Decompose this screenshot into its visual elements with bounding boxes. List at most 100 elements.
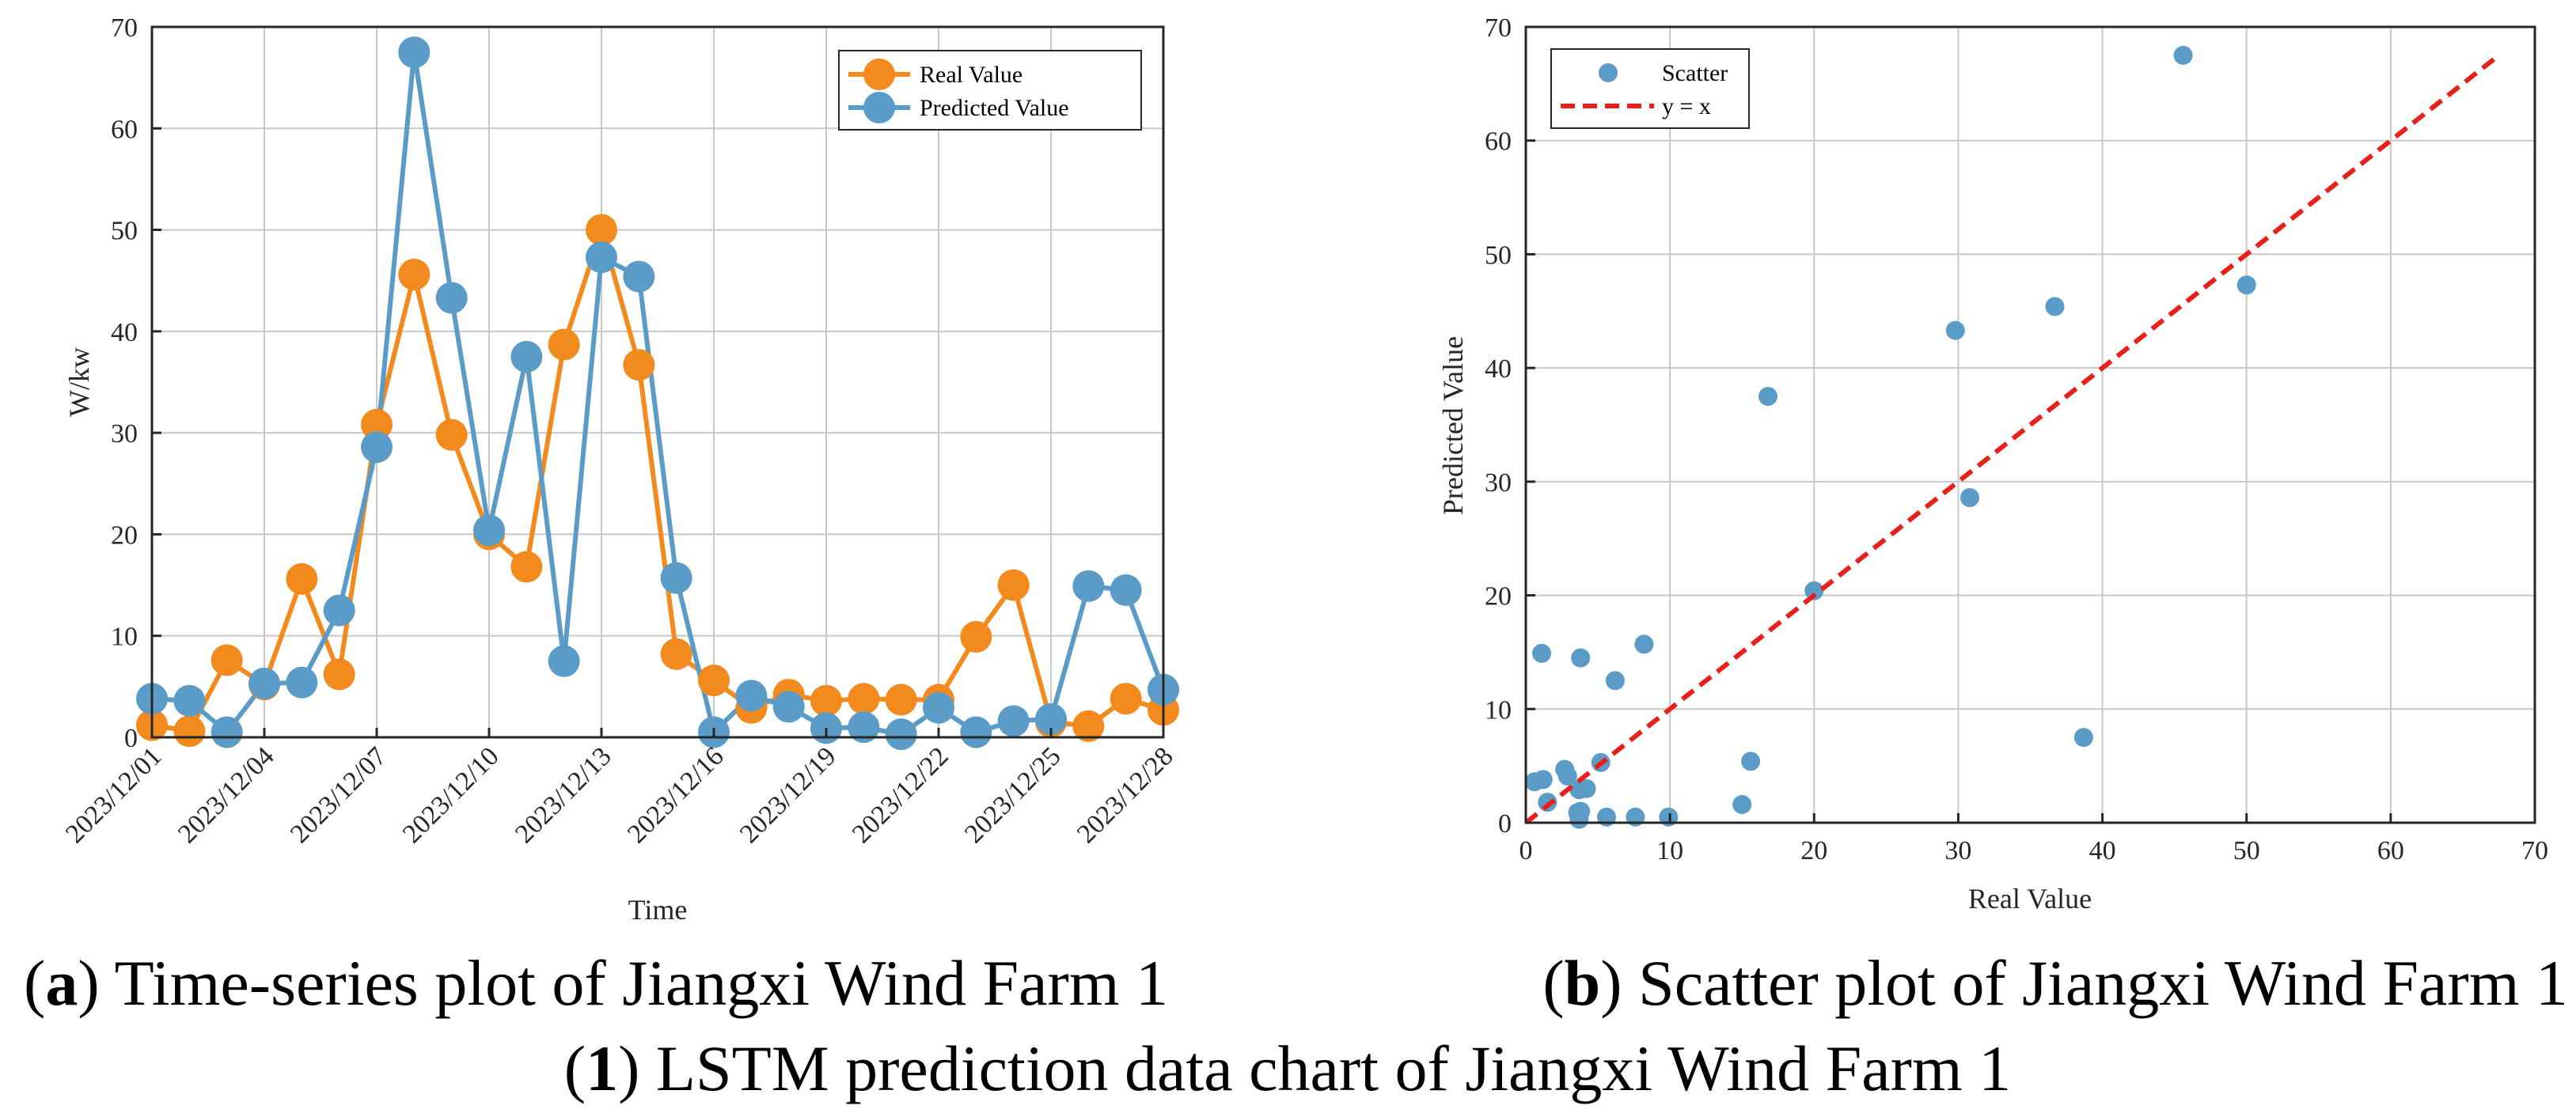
legend-a: Real Value Predicted Value [838, 50, 1142, 131]
data-point-real-value [211, 644, 243, 676]
reference-line-y-equals-x [1524, 53, 2501, 825]
data-point-predicted-value [398, 36, 431, 69]
data-point-predicted-value [286, 666, 318, 699]
y-axis-title-b: Predicted Value [1437, 336, 1469, 515]
y-tick-label: 30 [111, 419, 138, 449]
data-point-real-value [848, 683, 880, 715]
data-point-predicted-value [473, 514, 505, 547]
caption-a-text: Time-series plot of Jiangxi Wind Farm 1 [100, 947, 1168, 1019]
scatter-point [1605, 671, 1625, 691]
y-ticks-b: 0 10 20 30 40 50 60 70 [1485, 13, 1535, 839]
x-tick-label: 10 [1656, 836, 1683, 865]
scatter-point [2173, 45, 2193, 65]
scatter-point [1960, 487, 1979, 507]
y-tick-label: 0 [124, 724, 138, 753]
scatter-point [1569, 780, 1589, 800]
x-tick-label: 30 [1944, 836, 1971, 865]
y-tick-label: 10 [111, 623, 138, 652]
scatter-point [1741, 752, 1761, 771]
caption-main: (1) LSTM prediction data chart of Jiangx… [564, 1032, 2011, 1104]
data-point-predicted-value [1035, 702, 1067, 735]
x-tick-label: 70 [2521, 836, 2548, 865]
plot-frame-b [1524, 25, 2536, 824]
data-point-real-value [173, 715, 206, 748]
data-point-real-value [997, 569, 1030, 601]
legend-marker-scatter [1599, 63, 1618, 82]
x-tick-label: 20 [1800, 836, 1827, 865]
x-tick-label: 2023/12/01 [60, 741, 168, 849]
plot-frame-a [150, 25, 1165, 739]
legend-label-y-equals-x: y = x [1662, 93, 1711, 119]
caption-main-label: 1 [586, 1032, 618, 1104]
series-line-real-value [151, 227, 1164, 734]
caption-b-text: Scatter plot of Jiangxi Wind Farm 1 [1622, 947, 2568, 1019]
data-point-predicted-value [997, 705, 1030, 737]
data-point-predicted-value [1072, 570, 1105, 602]
series-group-b [1524, 45, 2501, 829]
scatter-point [1555, 759, 1575, 779]
series-line-predicted-value [151, 50, 1166, 737]
scatter-point [2236, 275, 2256, 295]
data-point-predicted-value [361, 431, 393, 464]
data-point-predicted-value [848, 711, 880, 744]
scatter-point [1524, 772, 1544, 792]
y-tick-label: 20 [1485, 582, 1512, 612]
x-tick-label: 2023/12/22 [847, 741, 954, 849]
data-point-real-value [361, 408, 393, 441]
x-tick-label: 2023/12/25 [959, 741, 1067, 849]
x-tick-label: 2023/12/10 [397, 741, 505, 849]
scatter-point [2073, 728, 2093, 748]
y-tick-label: 50 [1485, 240, 1512, 270]
x-tick-label: 50 [2233, 836, 2260, 865]
legend-b: Scatter y = x [1550, 48, 1750, 129]
scatter-point [1634, 634, 1654, 654]
x-tick-label: 2023/12/28 [1072, 741, 1179, 849]
legend-label-scatter: Scatter [1662, 60, 1728, 86]
data-point-predicted-value [211, 716, 243, 748]
y-tick-label: 30 [1485, 468, 1512, 498]
data-point-predicted-value [323, 594, 355, 627]
data-point-real-value [660, 638, 692, 670]
x-tick-label: 0 [1519, 836, 1533, 865]
data-point-predicted-value [510, 340, 543, 373]
y-tick-label: 60 [1485, 127, 1512, 157]
legend-label-predicted-value: Predicted Value [920, 95, 1069, 121]
y-tick-label: 20 [111, 521, 138, 550]
x-axis-title-a: Time [628, 894, 688, 926]
caption-main-text: LSTM prediction data chart of Jiangxi Wi… [639, 1032, 2011, 1104]
x-ticks-b: 0 10 20 30 40 50 60 70 [1519, 813, 2548, 865]
data-point-real-value [286, 562, 318, 595]
x-axis-title-b: Real Value [1968, 883, 2092, 914]
scatter-point [1732, 795, 1752, 815]
legend-box-b [1550, 48, 1750, 129]
scatter-point [1758, 387, 1777, 407]
y-tick-label: 0 [1498, 809, 1512, 839]
data-point-real-value [623, 349, 655, 381]
data-point-real-value [1110, 683, 1142, 715]
caption-b: (b) Scatter plot of Jiangxi Wind Farm 1 [1542, 947, 2568, 1019]
data-point-predicted-value [885, 718, 917, 751]
plot-area-a [152, 27, 1163, 737]
data-point-real-value [435, 418, 468, 451]
data-point-predicted-value [173, 684, 206, 717]
data-point-predicted-value [960, 716, 992, 748]
y-tick-label: 60 [111, 115, 138, 144]
data-point-predicted-value [248, 668, 280, 700]
y-ticks-a: 0 10 20 30 40 50 60 70 [111, 13, 161, 753]
data-point-real-value [398, 259, 431, 291]
data-point-real-value [810, 684, 842, 717]
scatter-point [1569, 809, 1589, 829]
caption-b-label: b [1565, 947, 1601, 1019]
x-tick-label: 2023/12/16 [622, 741, 730, 849]
legend-marker-real-value [863, 59, 895, 90]
x-tick-label: 2023/12/13 [510, 741, 617, 849]
scatter-chart: 0 10 20 30 40 50 60 70 0 10 20 30 40 50 60 70 Real Val… [1437, 13, 2548, 914]
y-tick-label: 40 [1485, 354, 1512, 384]
data-point-real-value [698, 665, 730, 697]
data-point-real-value [586, 214, 617, 246]
y-tick-label: 50 [111, 217, 138, 246]
data-point-predicted-value [923, 691, 954, 724]
data-point-predicted-value [435, 282, 468, 314]
series-group-a [136, 36, 1179, 751]
